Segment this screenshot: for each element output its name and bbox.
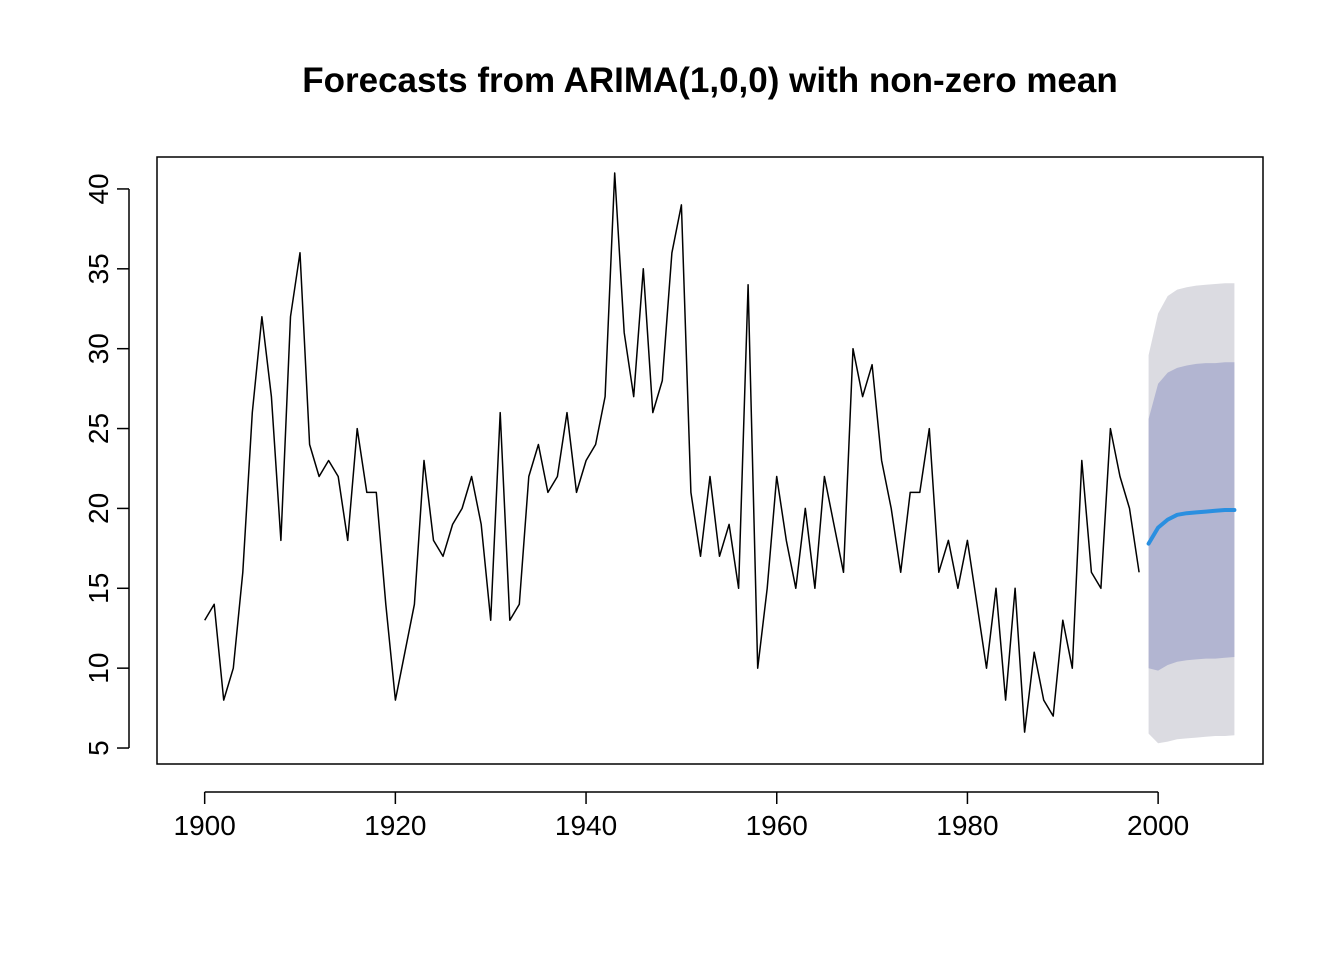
series-observed-line: [204, 172, 1140, 733]
y-tick-label: 20: [83, 493, 114, 524]
y-tick-label: 5: [83, 740, 114, 756]
x-tick-label: 1980: [936, 810, 998, 841]
y-tick-label: 15: [83, 573, 114, 604]
y-tick-label: 30: [83, 333, 114, 364]
y-tick-label: 35: [83, 253, 114, 284]
chart-title: Forecasts from ARIMA(1,0,0) with non-zer…: [302, 61, 1118, 100]
y-tick-label: 40: [83, 173, 114, 204]
series-forecast-mean-line: [1146, 508, 1237, 546]
x-tick-label: 1900: [174, 810, 236, 841]
band-80: [1148, 362, 1235, 671]
y-axis: 5 10 15 20 25 30 35 40: [83, 173, 130, 756]
x-tick-label: 1940: [555, 810, 617, 841]
x-tick-label: 1960: [746, 810, 808, 841]
x-axis: 1900 1920 1940 1960 1980 2000: [174, 791, 1189, 841]
y-tick-label: 10: [83, 653, 114, 684]
series-lines: [204, 172, 1237, 733]
y-tick-label: 25: [83, 413, 114, 444]
plot-frame: [156, 156, 1264, 765]
x-tick-label: 2000: [1127, 810, 1189, 841]
x-tick-label: 1920: [364, 810, 426, 841]
